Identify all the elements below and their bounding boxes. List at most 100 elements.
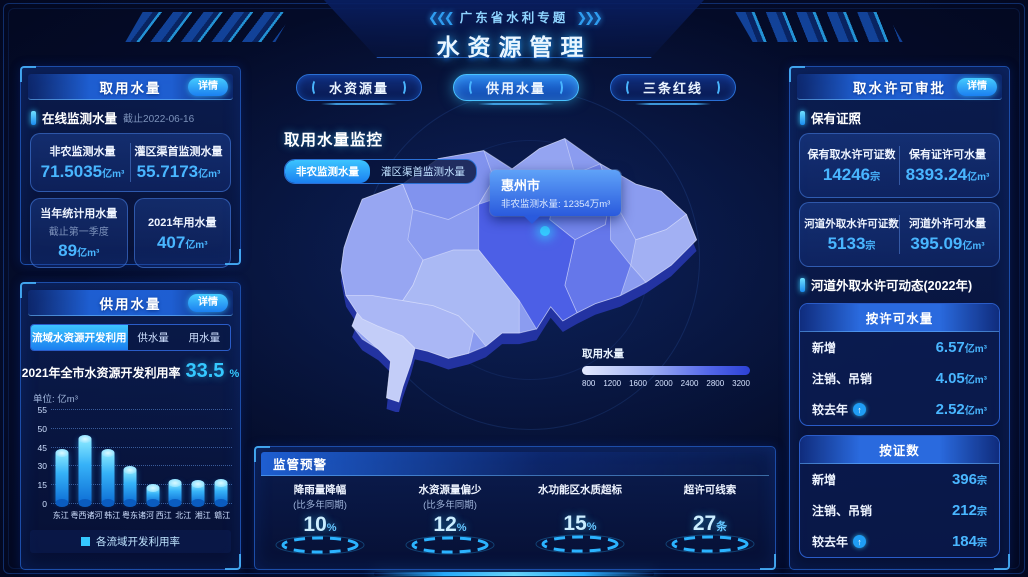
panel-permit-title: 取水许可审批 bbox=[853, 80, 946, 96]
supply-tab-basin-utilization[interactable]: 流域水资源开发利用 bbox=[31, 325, 128, 350]
monitor-toggle-group: 非农监测水量 灌区渠首监测水量 bbox=[284, 159, 477, 184]
chart-bar-东江 bbox=[55, 449, 69, 507]
chart-category-label: 韩江 bbox=[104, 511, 121, 520]
offriver-card: 河道外取水许可证数 5133宗 河道外许可水量 395.09亿m³ bbox=[799, 202, 1000, 267]
intake-detail-button[interactable]: 详情 bbox=[188, 78, 228, 96]
map-legend-tick: 2400 bbox=[680, 379, 699, 388]
subpanel-by-volume-title: 按许可水量 bbox=[800, 304, 999, 332]
alert-water-shortage: 水资源量偏少 (比多年同期) 12% bbox=[385, 482, 515, 562]
stat-license-count: 保有取水许可证数 14246宗 bbox=[807, 149, 896, 184]
header-decoration-left bbox=[125, 12, 293, 42]
bracket-right-icon bbox=[397, 79, 406, 96]
bracket-left-icon bbox=[468, 79, 478, 96]
chart-ytick-label: 30 bbox=[37, 461, 47, 472]
online-monitor-label: 在线监测水量 bbox=[42, 112, 118, 126]
huizhou-marker[interactable] bbox=[540, 226, 550, 236]
current-year-label: 当年统计用水量 bbox=[40, 208, 118, 220]
basin-chart-xlabels: 东江 粤西诸河 韩江 粤东诸河 西江 北江 湘江 赣江 bbox=[51, 510, 232, 521]
toggle-irrigation-monitor[interactable]: 灌区渠首监测水量 bbox=[370, 160, 476, 183]
panel-water-supply-title: 供用水量 bbox=[99, 296, 162, 312]
panel-water-supply-header: 供用水量 详情 bbox=[28, 290, 233, 316]
tab-supply-volume[interactable]: 供用水量 bbox=[453, 74, 579, 105]
panel-water-intake-header: 取用水量 详情 bbox=[28, 74, 233, 100]
center-tabs: 水资源量 供用水量 三条红线 bbox=[296, 74, 736, 105]
alerts-title: 监管预警 bbox=[273, 458, 328, 472]
online-monitor-card: 非农监测水量 71.5035亿m³ 灌区渠首监测水量 55.7173亿m³ bbox=[30, 133, 231, 192]
legend-swatch-icon bbox=[81, 537, 90, 546]
basin-chart-legend: 各流域开发利用率 bbox=[30, 530, 231, 553]
online-monitor-section: 在线监测水量 截止2022-06-16 bbox=[31, 108, 230, 127]
basin-chart-plot: 55 50 45 30 15 0 bbox=[38, 405, 232, 509]
tab-three-red-lines[interactable]: 三条红线 bbox=[610, 74, 736, 105]
section-tick-icon bbox=[31, 110, 36, 125]
row-new-count: 新增 396宗 bbox=[812, 471, 987, 488]
chevrons-left-icon: ❮❮❮ bbox=[428, 10, 455, 25]
page-header: ❮❮❮ 广东省水利专题 ❯❯❯ 水资源管理 bbox=[125, 0, 903, 60]
chart-gridline: 50 bbox=[38, 424, 232, 434]
current-year-card: 当年统计用水量 截止第一季度 89亿m³ bbox=[30, 198, 128, 268]
stat-nonfarm-value: 71.5035亿m³ bbox=[40, 162, 125, 181]
chart-category-label: 西江 bbox=[155, 511, 172, 520]
header-decoration-right bbox=[735, 12, 903, 42]
subpanel-by-volume: 按许可水量 新增 6.57亿m³ 注销、吊销 4.05亿m³ 较去年 2.52亿… bbox=[799, 303, 1000, 426]
license-section-label: 保有证照 bbox=[811, 112, 862, 126]
chart-gridline: 0 bbox=[42, 499, 232, 509]
permit-detail-button[interactable]: 详情 bbox=[957, 78, 997, 96]
map-legend-tick: 1200 bbox=[603, 379, 622, 388]
utilization-rate-label: 2021年全市水资源开发利用率 bbox=[21, 366, 181, 380]
supply-tab-supply-volume[interactable]: 供水量 bbox=[127, 325, 179, 350]
chart-gridline: 55 bbox=[38, 405, 232, 415]
license-card: 保有取水许可证数 14246宗 保有证许可水量 8393.24亿m³ bbox=[799, 133, 1000, 198]
chart-category-label: 粤东诸河 bbox=[122, 511, 154, 520]
stat-irrigation-label: 灌区渠首监测水量 bbox=[134, 146, 223, 158]
stat-irrigation: 灌区渠首监测水量 55.7173亿m³ bbox=[130, 143, 226, 182]
chart-ytick-label: 55 bbox=[37, 405, 47, 415]
header-subtitle: ❮❮❮ 广东省水利专题 ❯❯❯ bbox=[324, 7, 704, 26]
ring-decoration bbox=[665, 534, 755, 554]
row-cancelled-volume: 注销、吊销 4.05亿m³ bbox=[812, 370, 987, 387]
chart-category-label: 粤西诸河 bbox=[70, 511, 103, 520]
row-vs-lastyear-count: 较去年 184宗 bbox=[800, 526, 999, 557]
tab-water-resources[interactable]: 水资源量 bbox=[296, 74, 422, 105]
current-year-note: 截止第一季度 bbox=[48, 227, 109, 238]
alert-rainfall: 降雨量降幅 (比多年同期) 10% bbox=[255, 482, 385, 562]
subpanel-by-count: 按证数 新增 396宗 注销、吊销 212宗 较去年 184宗 bbox=[799, 435, 1000, 558]
supply-tab-usage-volume[interactable]: 用水量 bbox=[178, 325, 230, 350]
chart-ytick-label: 15 bbox=[37, 480, 47, 491]
alerts-header: 监管预警 bbox=[261, 452, 769, 476]
year-2021-label: 2021年用水量 bbox=[148, 216, 217, 229]
row-vs-lastyear-volume: 较去年 2.52亿m³ bbox=[800, 394, 999, 425]
chart-bar-粤西诸河 bbox=[78, 435, 92, 507]
tab-underline bbox=[321, 103, 397, 105]
ring-decoration bbox=[535, 534, 625, 554]
subpanel-by-count-title: 按证数 bbox=[800, 436, 999, 464]
supply-detail-button[interactable]: 详情 bbox=[188, 294, 228, 312]
tab-underline bbox=[635, 103, 711, 105]
chart-bar-赣江 bbox=[214, 479, 228, 507]
toggle-nonfarm-monitor[interactable]: 非农监测水量 bbox=[285, 160, 370, 183]
tooltip-city: 惠州市 bbox=[501, 178, 541, 193]
guangdong-map[interactable]: 惠州市 非农监测水量: 12354万m³ 取用水量 800 1200 1600 200… bbox=[252, 98, 750, 414]
chart-bar-韩江 bbox=[101, 449, 115, 507]
ring-decoration bbox=[275, 535, 365, 555]
utilization-rate-unit: % bbox=[229, 368, 240, 380]
bracket-left-icon bbox=[625, 79, 635, 96]
chart-category-label: 赣江 bbox=[214, 511, 231, 520]
stat-offriver-volume: 河道外许可水量 395.09亿m³ bbox=[899, 215, 995, 254]
huizhou-tooltip: 惠州市 非农监测水量: 12354万m³ bbox=[490, 170, 622, 224]
alert-permit-clues: 超许可线索 27条 bbox=[645, 482, 775, 562]
map-legend-tick: 800 bbox=[582, 379, 596, 388]
section-tick-icon bbox=[800, 277, 805, 292]
panel-permit-header: 取水许可审批 详情 bbox=[797, 74, 1002, 100]
stat-irrigation-value: 55.7173亿m³ bbox=[136, 162, 221, 181]
utilization-rate-value: 33.5 bbox=[185, 360, 225, 382]
chart-category-label: 东江 bbox=[52, 511, 69, 520]
panel-water-intake: 取用水量 详情 在线监测水量 截止2022-06-16 非农监测水量 71.50… bbox=[20, 66, 241, 268]
chart-category-label: 北江 bbox=[175, 511, 192, 520]
bracket-left-icon bbox=[311, 79, 321, 96]
intake-monitor-title: 取用水量监控 bbox=[284, 132, 384, 149]
map-color-legend: 取用水量 800 1200 1600 2000 2400 2800 3200 bbox=[582, 346, 750, 388]
bracket-right-icon bbox=[711, 79, 720, 96]
utilization-rate-line: 2021年全市水资源开发利用率 33.5 % bbox=[22, 360, 239, 383]
